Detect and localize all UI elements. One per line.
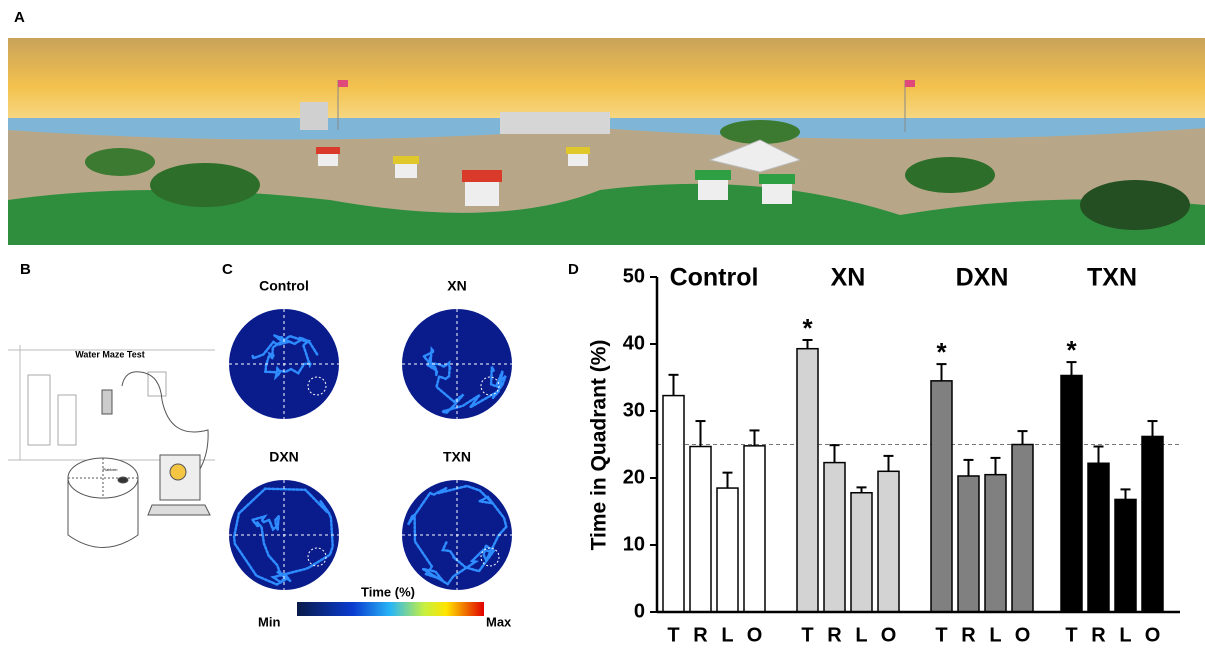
bar <box>1088 463 1109 612</box>
x-tick-label: O <box>881 624 897 646</box>
group-title: TXN <box>1087 264 1137 292</box>
x-tick-label: O <box>1015 624 1031 646</box>
illustration-label: Platform <box>103 467 119 472</box>
water-maze-illustration <box>8 345 215 548</box>
y-tick-label: 30 <box>623 399 645 421</box>
y-tick-label: 0 <box>634 600 645 622</box>
heatmap-title: TXN <box>443 449 471 465</box>
x-tick-label: L <box>721 624 733 646</box>
x-tick-label: O <box>1145 624 1161 646</box>
bar <box>878 471 899 612</box>
bar <box>717 488 738 612</box>
y-axis-label: Time in Quadrant (%) <box>588 340 611 551</box>
colorbar-max: Max <box>486 614 512 629</box>
x-tick-label: R <box>961 624 976 646</box>
y-tick-label: 50 <box>623 265 645 287</box>
figure: A B Water Maze Test Pla <box>0 0 1205 649</box>
heatmap-title: DXN <box>269 449 299 465</box>
bar <box>1012 445 1033 613</box>
bar <box>1142 436 1163 612</box>
group-title: XN <box>831 264 866 292</box>
bar <box>663 396 684 612</box>
bar <box>1115 499 1136 612</box>
x-tick-label: L <box>855 624 867 646</box>
significance-marker: * <box>936 337 947 367</box>
y-tick-label: 20 <box>623 466 645 488</box>
bar <box>985 475 1006 612</box>
colorbar <box>297 602 484 616</box>
illustration-title: Water Maze Test <box>75 349 145 359</box>
bar <box>931 381 952 612</box>
x-tick-label: T <box>935 624 947 646</box>
bar <box>744 446 765 612</box>
panorama <box>8 38 1205 245</box>
y-tick-label: 40 <box>623 332 645 354</box>
x-tick-label: R <box>693 624 708 646</box>
x-tick-label: T <box>1065 624 1077 646</box>
significance-marker: * <box>1066 335 1077 365</box>
panel-label: A <box>14 9 25 26</box>
x-tick-label: L <box>989 624 1001 646</box>
bar <box>824 463 845 612</box>
bar <box>851 493 872 612</box>
bar <box>797 349 818 612</box>
y-tick-label: 10 <box>623 533 645 555</box>
bar <box>958 476 979 612</box>
colorbar-min: Min <box>258 614 280 629</box>
colorbar-title: Time (%) <box>361 584 415 599</box>
x-tick-label: T <box>801 624 813 646</box>
x-tick-label: R <box>1091 624 1106 646</box>
x-tick-label: R <box>827 624 842 646</box>
panel-label: D <box>568 261 579 278</box>
x-tick-label: T <box>667 624 679 646</box>
group-title: DXN <box>956 264 1009 292</box>
panel-label: B <box>20 261 31 278</box>
bar <box>1061 375 1082 612</box>
bar <box>690 447 711 612</box>
group-title: Control <box>670 264 759 292</box>
x-tick-label: L <box>1119 624 1131 646</box>
significance-marker: * <box>802 313 813 343</box>
heatmap-title: Control <box>259 278 309 294</box>
heatmap-title: XN <box>447 278 466 294</box>
x-tick-label: O <box>747 624 763 646</box>
panel-label: C <box>222 261 233 278</box>
